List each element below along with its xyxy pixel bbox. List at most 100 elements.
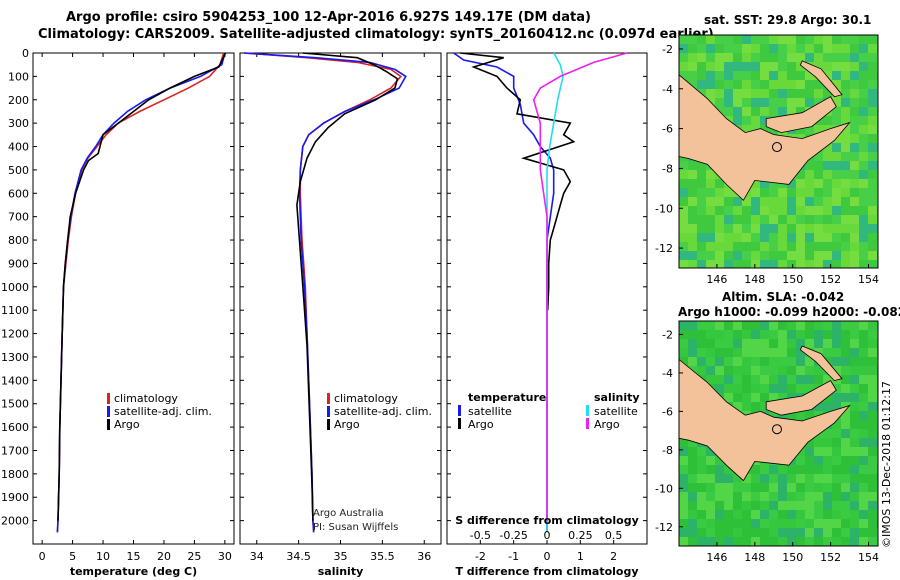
sst-map-field-cell: [688, 251, 697, 260]
sla-map-field-cell: [733, 339, 742, 348]
x-tick-label: 15: [127, 550, 141, 563]
depth-tick-label: 200: [8, 94, 29, 107]
sst-map-field-cell: [868, 116, 877, 125]
sst-map-field-cell: [850, 80, 859, 89]
sst-map-field-cell: [679, 44, 688, 53]
sla-map-field-cell: [832, 366, 841, 375]
sla-map-field-cell: [823, 339, 832, 348]
sst-map-field-cell: [796, 197, 805, 206]
sla-map-field-cell: [859, 393, 868, 402]
sst-map-field-cell: [805, 170, 814, 179]
sst-map-field-cell: [724, 188, 733, 197]
sst-map-field-cell: [787, 260, 796, 268]
sst-map-field-cell: [751, 224, 760, 233]
sst-map-field-cell: [868, 260, 877, 268]
temp-diff-legend-swatch: [458, 418, 461, 429]
sst-map-field-cell: [841, 98, 850, 107]
sla-map-field-cell: [778, 510, 787, 519]
sla-map-field-cell: [787, 384, 796, 393]
sla-map-field-cell: [769, 384, 778, 393]
sla-map-field-cell: [841, 474, 850, 483]
sla-map-field-cell: [742, 393, 751, 402]
sst-map-field-cell: [724, 44, 733, 53]
sst-map-field-cell: [751, 89, 760, 98]
sst-map-field-cell: [796, 80, 805, 89]
sst-map-lat-label: -8: [662, 162, 673, 175]
sst-map-field-cell: [841, 44, 850, 53]
sla-map-field-cell: [832, 483, 841, 492]
sla-map-field-cell: [769, 501, 778, 510]
sst-map-field-cell: [742, 35, 751, 44]
sst-map-field-cell: [832, 71, 841, 80]
sst-map-field-cell: [805, 197, 814, 206]
sst-map-field-cell: [760, 98, 769, 107]
sst-map-field-cell: [778, 197, 787, 206]
sst-map-field-cell: [760, 71, 769, 80]
sst-map-field-cell: [679, 197, 688, 206]
salinity-legend-swatch: [327, 393, 330, 404]
sst-map-field-cell: [688, 260, 697, 268]
sst-map-field-cell: [697, 215, 706, 224]
sst-map-field-cell: [859, 260, 868, 268]
sla-map-field-cell: [850, 384, 859, 393]
sst-map-field-cell: [697, 44, 706, 53]
sst-map-field-cell: [859, 143, 868, 152]
temp-diff-legend-label: satellite: [468, 405, 512, 418]
sst-map-field-cell: [742, 89, 751, 98]
sla-map-field-cell: [868, 537, 877, 546]
sla-map-field-cell: [778, 393, 787, 402]
sst-map-new-britain-land: [765, 96, 837, 134]
sla-map-field-cell: [733, 375, 742, 384]
sla-map-field-cell: [859, 501, 868, 510]
sst-map-field-cell: [832, 44, 841, 53]
sla-map-field-cell: [814, 474, 823, 483]
sst-map-field-cell: [715, 215, 724, 224]
sla-map-field-cell: [715, 456, 724, 465]
sst-map-field-cell: [823, 233, 832, 242]
sst-map-field-cell: [841, 35, 850, 44]
sal-diff-legend-title: salinity: [594, 391, 640, 404]
sla-map-field-cell: [760, 348, 769, 357]
sst-map-field-cell: [814, 161, 823, 170]
sst-map-field-cell: [697, 170, 706, 179]
sst-map-field-cell: [823, 242, 832, 251]
sla-map-field-cell: [679, 321, 688, 330]
sla-map-field-cell: [823, 537, 832, 546]
sst-map-field-cell: [778, 35, 787, 44]
sla-map-field-cell: [760, 357, 769, 366]
temp-diff-legend-label: Argo: [468, 418, 494, 431]
sla-map-field-cell: [814, 402, 823, 411]
sla-map-field-cell: [787, 474, 796, 483]
sst-map-field-cell: [679, 179, 688, 188]
sst-map-field-cell: [823, 152, 832, 161]
temperature-legend-swatch: [107, 393, 110, 404]
sst-map-field-cell: [778, 260, 787, 268]
salinity-legend-label: Argo: [334, 418, 360, 431]
sla-map-field-cell: [859, 519, 868, 528]
sla-map-field-cell: [679, 483, 688, 492]
depth-tick-label: 1400: [1, 374, 29, 387]
sst-map-field-cell: [841, 197, 850, 206]
sst-map-field-cell: [697, 233, 706, 242]
sla-map-field-cell: [832, 447, 841, 456]
sst-map-field-cell: [751, 242, 760, 251]
sla-map-field-cell: [859, 456, 868, 465]
sst-map-field-cell: [778, 62, 787, 71]
sla-map-field-cell: [769, 483, 778, 492]
sla-map-field-cell: [850, 348, 859, 357]
sla-map-field-cell: [787, 465, 796, 474]
sla-map-field-cell: [697, 519, 706, 528]
sst-map-field-cell: [859, 215, 868, 224]
sst-map-argo-marker: [771, 142, 782, 153]
sla-map-field-cell: [796, 501, 805, 510]
sst-map-field-cell: [859, 44, 868, 53]
sst-map-field-cell: [796, 71, 805, 80]
sst-map-field-cell: [868, 170, 877, 179]
sst-map-field-cell: [823, 89, 832, 98]
sst-map-field-cell: [688, 170, 697, 179]
sla-map-field-cell: [778, 411, 787, 420]
sst-map-field-cell: [805, 44, 814, 53]
sst-map-field-cell: [868, 62, 877, 71]
sst-map-lon-label: 154: [858, 273, 879, 286]
sla-map-field-cell: [706, 348, 715, 357]
